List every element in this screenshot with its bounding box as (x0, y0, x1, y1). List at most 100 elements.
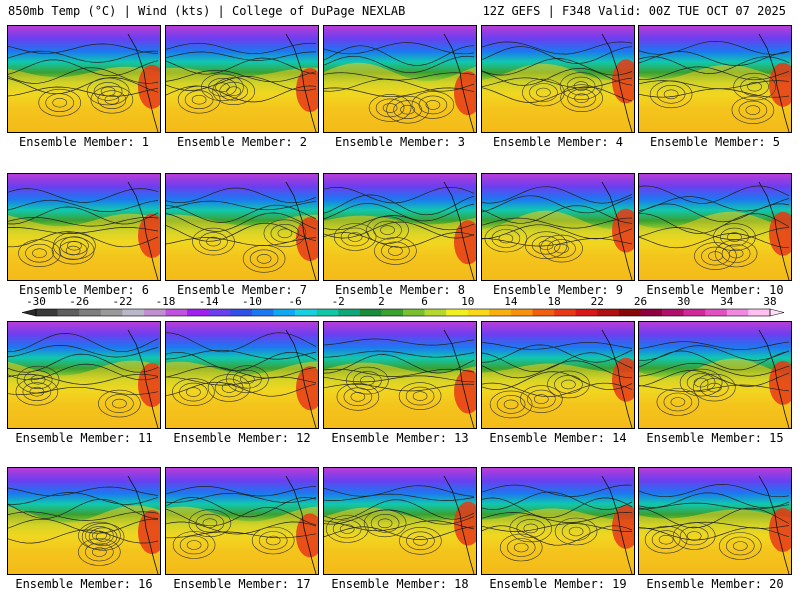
ensemble-member-label: Ensemble Member: 13 (331, 431, 469, 445)
ensemble-map-panel (638, 25, 792, 133)
colorbar-segment (554, 309, 577, 316)
ensemble-member-label: Ensemble Member: 12 (173, 431, 311, 445)
colorbar-tick-label: -26 (69, 295, 89, 308)
ensemble-member-label: Ensemble Member: 16 (15, 577, 153, 591)
map-title: 850mb Temp (°C) | Wind (kts) | College o… (8, 4, 406, 18)
map-field (166, 322, 318, 428)
colorbar-tick-label: 14 (504, 295, 518, 308)
colorbar-segment (338, 309, 361, 316)
model-run-info: 12Z GEFS | F348 Valid: 00Z TUE OCT 07 20… (482, 4, 786, 18)
ensemble-member-label: Ensemble Member: 5 (649, 135, 781, 149)
ensemble-map-panel (7, 321, 161, 429)
ensemble-member-label: Ensemble Member: 6 (18, 283, 150, 297)
colorbar-tick-label: 18 (547, 295, 560, 308)
colorbar-tick-label: 38 (763, 295, 776, 308)
colorbar-tick-label: 22 (591, 295, 604, 308)
colorbar-low-arrow (21, 308, 37, 317)
map-field (166, 468, 318, 574)
map-field (8, 322, 160, 428)
map-field (8, 468, 160, 574)
ensemble-map-panel (165, 321, 319, 429)
colorbar-segment (187, 309, 210, 316)
colorbar-tick-label: -2 (332, 295, 345, 308)
ensemble-map-panel (481, 321, 635, 429)
colorbar-segment (467, 309, 490, 316)
colorbar-segment (273, 309, 296, 316)
colorbar-segment (100, 309, 123, 316)
colorbar-segment (662, 309, 684, 316)
ensemble-map-panel (481, 173, 635, 281)
colorbar-high-arrow (769, 308, 785, 317)
ensemble-member-label: Ensemble Member: 14 (489, 431, 627, 445)
ensemble-member-label: Ensemble Member: 20 (646, 577, 784, 591)
colorbar-tick-label: -6 (288, 295, 301, 308)
map-field (8, 26, 160, 132)
ensemble-member-label: Ensemble Member: 10 (646, 283, 784, 297)
colorbar-segment (143, 309, 166, 316)
ensemble-member-label: Ensemble Member: 11 (15, 431, 153, 445)
ensemble-member-label: Ensemble Member: 4 (492, 135, 624, 149)
colorbar-tick-label: 34 (720, 295, 734, 308)
ensemble-member-label: Ensemble Member: 19 (489, 577, 627, 591)
colorbar-segment (532, 309, 555, 316)
colorbar-segment (575, 309, 598, 316)
map-field (639, 174, 791, 280)
ensemble-map-panel (481, 25, 635, 133)
colorbar-segment (122, 309, 145, 316)
colorbar-tick-label: -22 (112, 295, 132, 308)
colorbar-segment (165, 309, 188, 316)
ensemble-member-label: Ensemble Member: 9 (492, 283, 624, 297)
ensemble-map-panel (323, 173, 477, 281)
map-field (166, 26, 318, 132)
colorbar-segment (683, 309, 706, 316)
map-field (324, 322, 476, 428)
map-field (639, 26, 791, 132)
ensemble-map-panel (165, 467, 319, 575)
colorbar-segment (79, 309, 102, 316)
colorbar-segment (208, 309, 231, 316)
colorbar-segment (230, 309, 253, 316)
ensemble-member-label: Ensemble Member: 2 (176, 135, 308, 149)
map-field (482, 174, 634, 280)
map-field (639, 322, 791, 428)
map-field (166, 174, 318, 280)
ensemble-member-label: Ensemble Member: 15 (646, 431, 784, 445)
ensemble-map-panel (481, 467, 635, 575)
colorbar-segment (446, 309, 469, 316)
ensemble-map-panel (7, 25, 161, 133)
map-field (324, 26, 476, 132)
colorbar-segment (726, 309, 749, 316)
map-field (482, 468, 634, 574)
map-field (324, 468, 476, 574)
ensemble-member-label: Ensemble Member: 3 (334, 135, 466, 149)
ensemble-member-label: Ensemble Member: 1 (18, 135, 150, 149)
ensemble-map-panel (165, 25, 319, 133)
ensemble-map-panel (323, 467, 477, 575)
colorbar-tick-label: 6 (421, 295, 428, 308)
colorbar-segment (618, 309, 641, 316)
ensemble-map-panel (638, 173, 792, 281)
colorbar-tick-label: 30 (677, 295, 690, 308)
ensemble-map-panel (165, 173, 319, 281)
colorbar-segment (640, 309, 663, 316)
ensemble-map-panel (7, 173, 161, 281)
map-field (482, 322, 634, 428)
ensemble-map-panel (638, 467, 792, 575)
ensemble-member-label: Ensemble Member: 7 (176, 283, 308, 297)
ensemble-map-panel (7, 467, 161, 575)
temperature-colorbar: -30 -26 -22 -18 -14 -10 -6 -2 2 6 10 14 18 22 26 30 34 38… (21, 295, 785, 317)
map-field (482, 26, 634, 132)
map-field (639, 468, 791, 574)
colorbar-segment (403, 309, 425, 316)
ensemble-map-panel (323, 321, 477, 429)
colorbar-tick-label: -18 (156, 295, 176, 308)
ensemble-member-label: Ensemble Member: 8 (334, 283, 466, 297)
colorbar-segment (36, 309, 58, 316)
ensemble-map-panel (638, 321, 792, 429)
map-field (324, 174, 476, 280)
ensemble-member-label: Ensemble Member: 18 (331, 577, 469, 591)
colorbar-tick-label: 26 (634, 295, 647, 308)
colorbar-segment (381, 309, 404, 316)
ensemble-map-panel (323, 25, 477, 133)
colorbar-tick-label: 10 (461, 295, 474, 308)
